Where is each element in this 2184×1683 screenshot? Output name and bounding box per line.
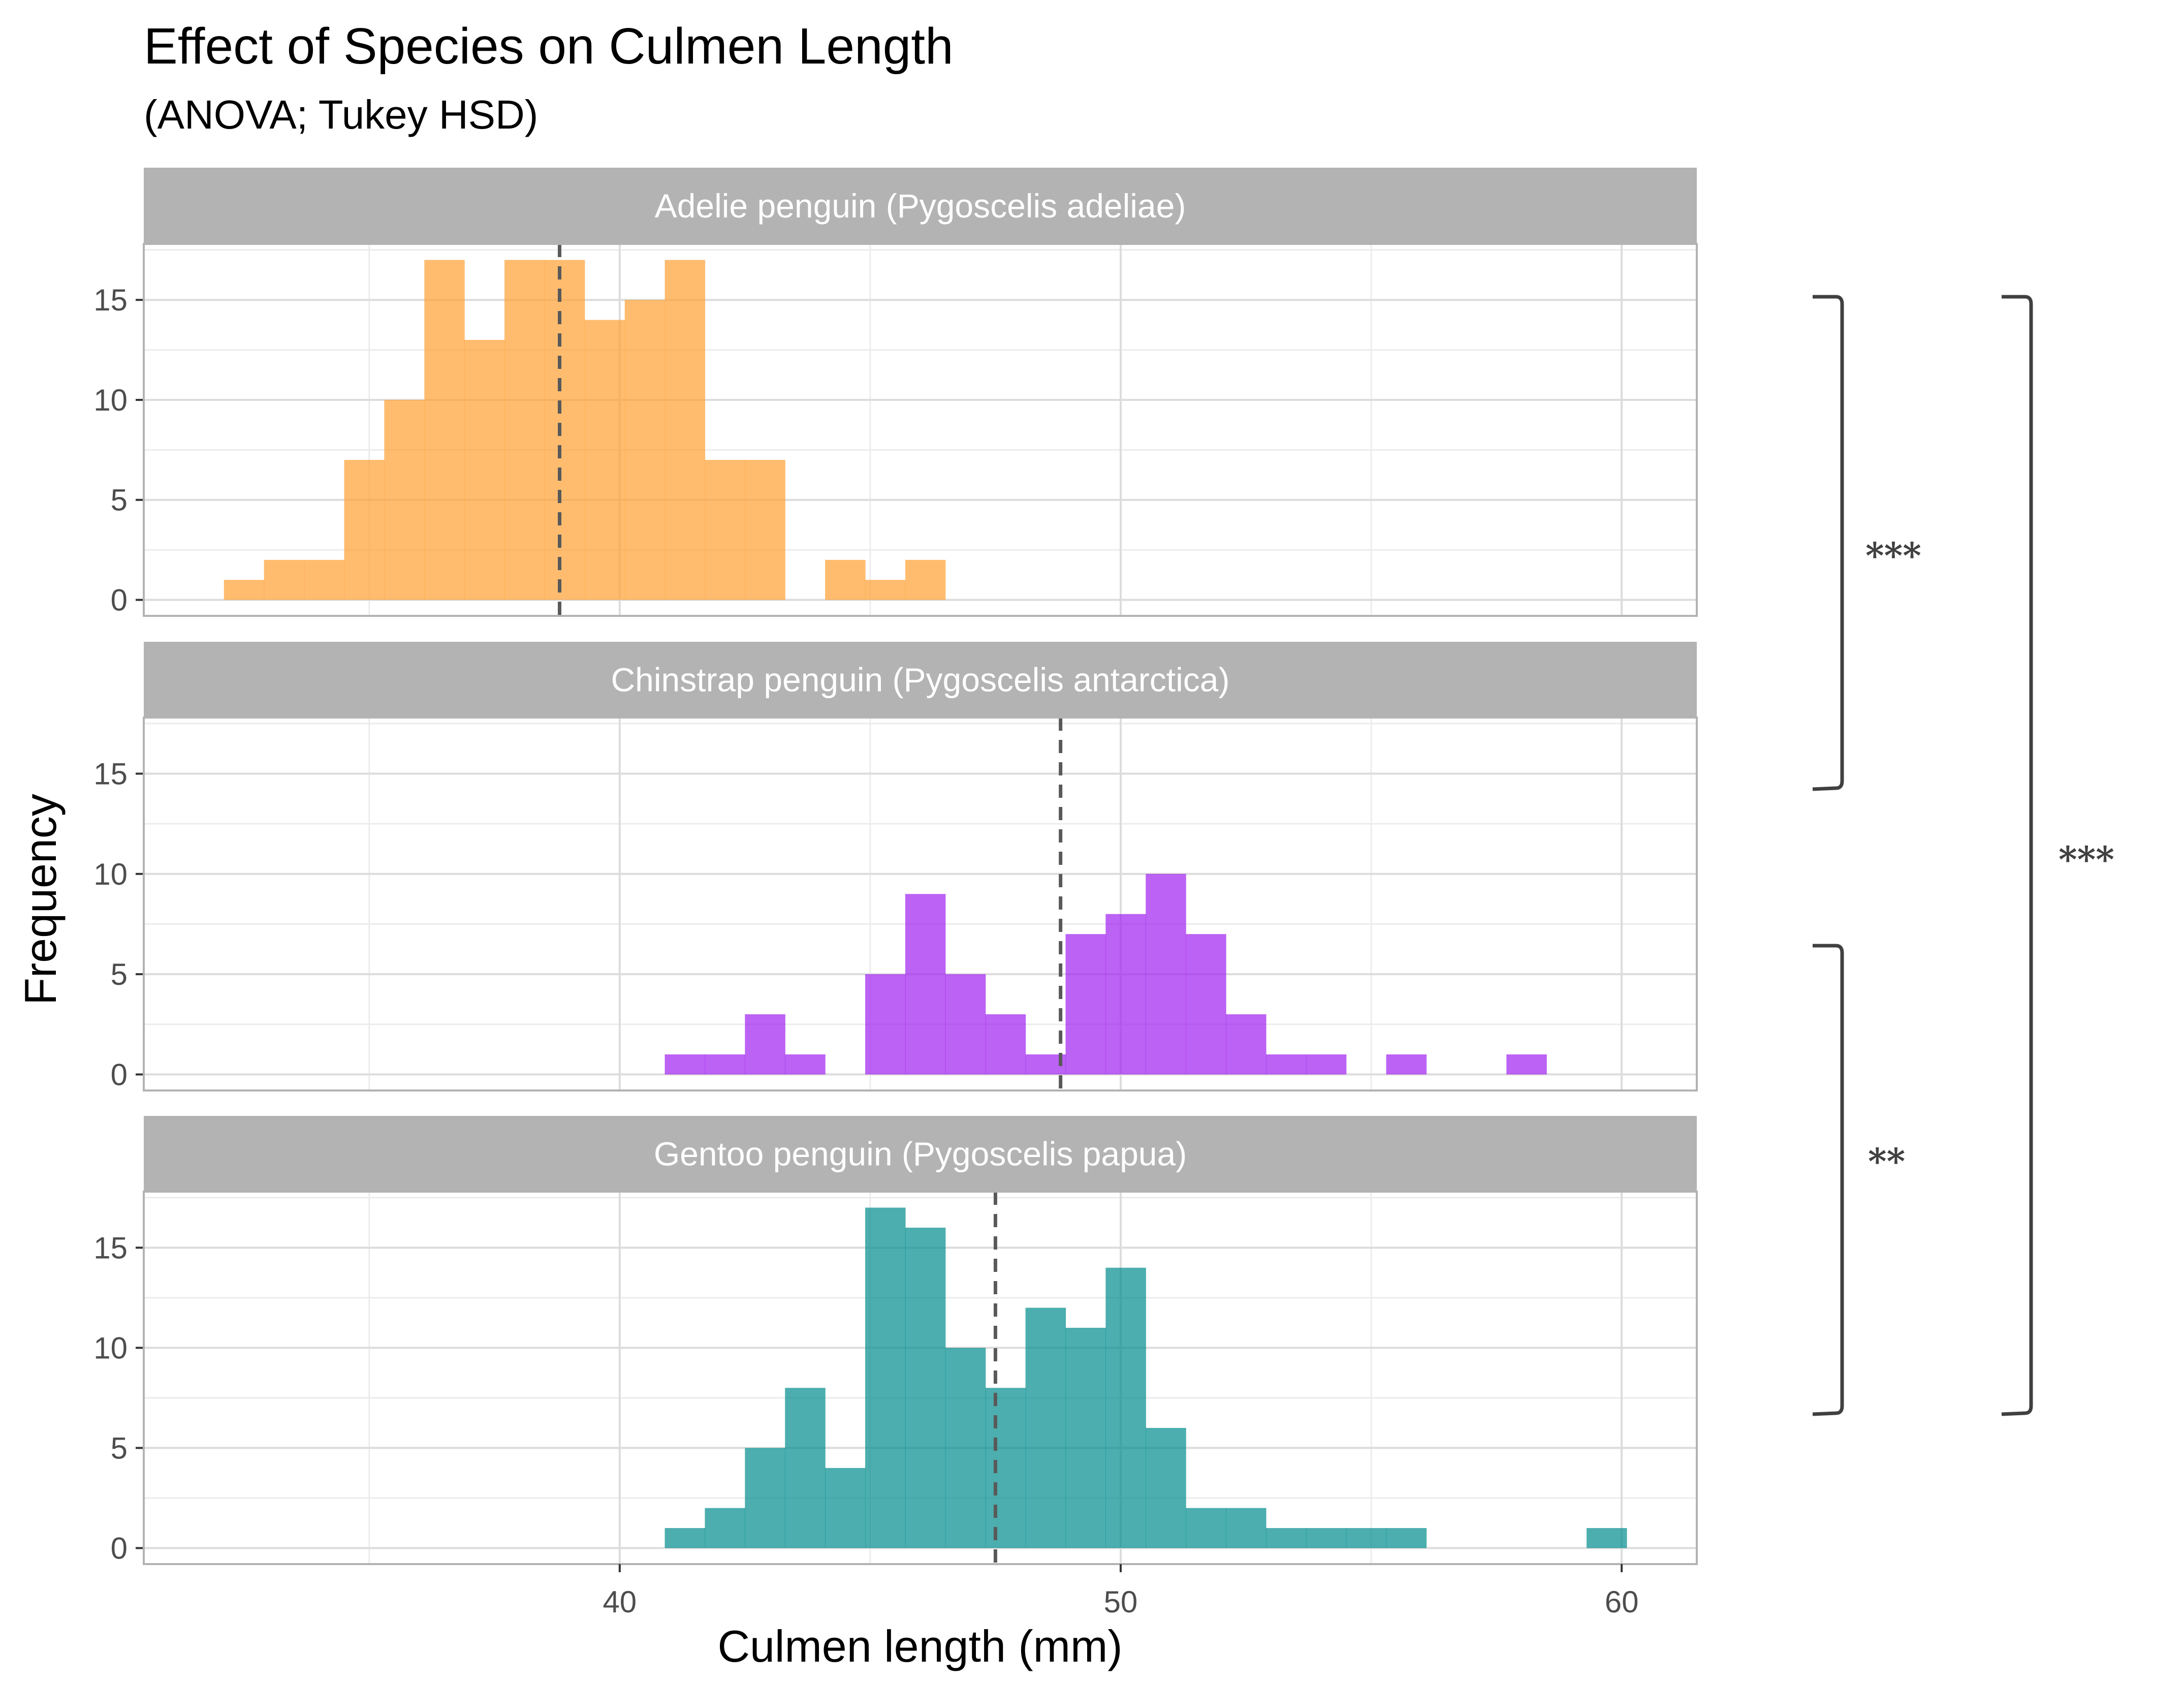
histogram-bar <box>745 1448 785 1548</box>
histogram-bar <box>424 260 465 600</box>
panel-border <box>143 716 1698 1092</box>
histogram-bar <box>1146 874 1186 1075</box>
y-tick-label: 15 <box>93 1231 128 1265</box>
histogram-bar <box>1306 1054 1347 1075</box>
histogram-bar <box>905 559 946 600</box>
y-tick-label: 0 <box>111 1057 128 1092</box>
significance-brackets: ******** <box>1812 295 2114 1416</box>
histogram-bar <box>985 1388 1026 1548</box>
chart-title: Effect of Species on Culmen Length <box>144 18 954 75</box>
histogram-bar <box>1186 1508 1226 1548</box>
y-tick-label: 0 <box>111 1531 128 1565</box>
facet-strip-label: Gentoo penguin (Pygoscelis papua) <box>654 1135 1187 1173</box>
histogram-bar <box>985 1014 1026 1075</box>
y-tick-label: 15 <box>93 283 128 317</box>
facet-panel: Adelie penguin (Pygoscelis adeliae) 0 5 10 1… <box>93 168 1698 617</box>
facet-strip-label: Chinstrap penguin (Pygoscelis antarctica… <box>611 661 1230 699</box>
y-axis-title: Frequency <box>15 794 66 1005</box>
y-tick-label: 10 <box>93 857 128 891</box>
histogram-bar <box>945 974 986 1075</box>
bracket-line <box>1812 295 1844 791</box>
histogram-bar <box>504 260 545 600</box>
significance-bracket: ** <box>1812 944 1905 1416</box>
histogram-bar <box>1226 1014 1267 1075</box>
x-tick-label: 50 <box>1104 1585 1138 1619</box>
facet-strip <box>144 168 1697 244</box>
histogram-bar <box>785 1388 826 1548</box>
histogram-bar <box>1306 1528 1347 1548</box>
y-tick-label: 5 <box>111 483 128 517</box>
significance-bracket: *** <box>1812 295 1921 791</box>
panel-border <box>143 243 1698 617</box>
facet-strip <box>144 642 1697 718</box>
histogram-bar <box>1065 934 1106 1075</box>
histogram-bar <box>785 1054 826 1075</box>
histogram-bar <box>1265 1054 1307 1075</box>
y-tick-label: 10 <box>93 383 128 417</box>
histogram-bar <box>464 339 505 600</box>
histogram-bar <box>664 1528 706 1548</box>
facet-strip-label: Adelie penguin (Pygoscelis adeliae) <box>655 187 1186 225</box>
histogram-bar <box>1346 1528 1387 1548</box>
bracket-line <box>1812 944 1844 1416</box>
histogram-bar <box>1105 1267 1146 1548</box>
histogram-bar <box>865 1207 906 1548</box>
y-tick-label: 10 <box>93 1331 128 1365</box>
histogram-bar <box>705 1508 745 1548</box>
facet-strip <box>144 1116 1697 1192</box>
x-tick-label: 40 <box>603 1585 637 1619</box>
histogram-bar <box>825 559 866 600</box>
histogram-bar <box>1065 1327 1106 1548</box>
histogram-bar <box>905 1227 946 1548</box>
histogram-bar <box>1386 1528 1427 1548</box>
histogram-bar <box>1265 1528 1307 1548</box>
histogram-bar <box>1506 1054 1547 1075</box>
histogram-bar <box>584 320 625 600</box>
significance-label: ** <box>1868 1140 1905 1182</box>
chart-subtitle: (ANOVA; Tukey HSD) <box>144 92 538 137</box>
histogram-bar <box>905 894 946 1075</box>
y-tick-label: 5 <box>111 1431 128 1465</box>
histogram-bar <box>1025 1307 1066 1548</box>
histogram-bar <box>745 1014 785 1075</box>
histogram-bar <box>705 460 745 600</box>
significance-label: *** <box>1865 535 1921 577</box>
histogram-bar <box>1226 1508 1267 1548</box>
histogram-bar <box>224 580 265 600</box>
facets-layer: Adelie penguin (Pygoscelis adeliae) 0 5 10 1… <box>93 168 1698 1565</box>
histogram-bar <box>664 1054 706 1075</box>
x-axis: 40 50 60 <box>603 1564 1638 1619</box>
histogram-bar <box>745 460 785 600</box>
histogram-bar <box>1186 934 1226 1075</box>
histogram-bar <box>304 559 345 600</box>
y-tick-label: 0 <box>111 583 128 617</box>
x-axis-title: Culmen length (mm) <box>717 1621 1122 1671</box>
panel-border <box>143 1191 1698 1565</box>
histogram-bar <box>1386 1054 1427 1075</box>
histogram-bar <box>1146 1428 1186 1548</box>
histogram-bar <box>264 559 305 600</box>
histogram-bar <box>865 974 906 1075</box>
histogram-bar <box>384 399 425 600</box>
histogram-bar <box>1105 914 1146 1075</box>
facet-panel: Chinstrap penguin (Pygoscelis antarctica… <box>93 642 1698 1092</box>
bracket-line <box>2001 295 2033 1416</box>
y-tick-label: 15 <box>93 757 128 791</box>
histogram-bar <box>865 580 906 600</box>
histogram-bar <box>705 1054 745 1075</box>
x-tick-label: 60 <box>1605 1585 1639 1619</box>
facet-panel: Gentoo penguin (Pygoscelis papua) 0 5 10 15 <box>93 1116 1698 1565</box>
histogram-bar <box>544 260 585 600</box>
histogram-bar <box>624 300 666 600</box>
histogram-bar <box>664 260 706 600</box>
significance-bracket: *** <box>2001 295 2114 1416</box>
y-tick-label: 5 <box>111 957 128 991</box>
significance-label: *** <box>2059 838 2114 881</box>
histogram-bar <box>945 1348 986 1548</box>
histogram-bar <box>825 1468 866 1548</box>
histogram-bar <box>344 460 385 600</box>
histogram-bar <box>1587 1528 1627 1548</box>
